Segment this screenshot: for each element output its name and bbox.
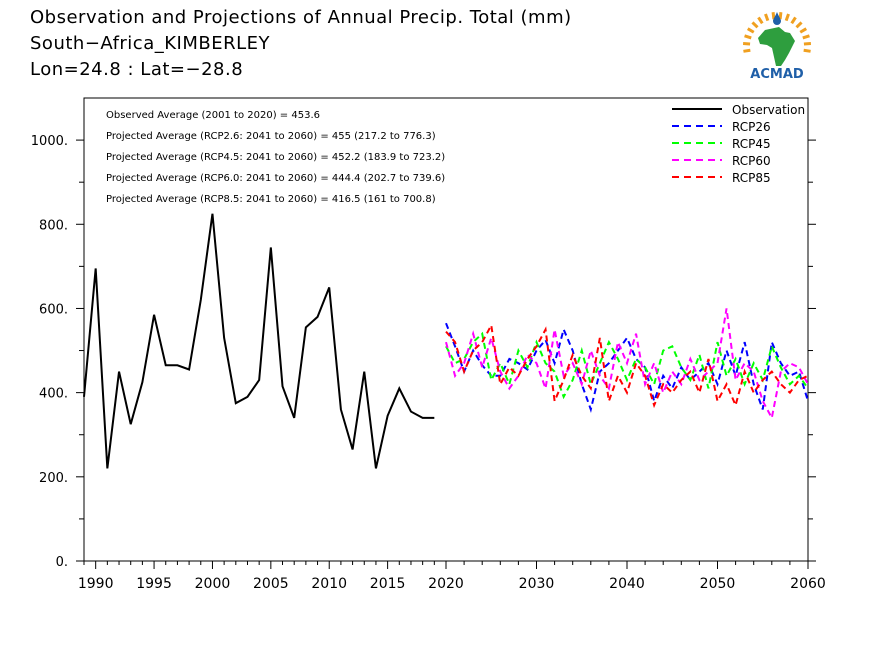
average-annotation: Projected Average (RCP8.5: 2041 to 2060)… (106, 194, 436, 205)
average-annotation: Projected Average (RCP2.6: 2041 to 2060)… (106, 131, 436, 142)
average-annotation: Projected Average (RCP6.0: 2041 to 2060)… (106, 173, 445, 184)
y-tick-label: 200. (39, 471, 68, 486)
station-name: South−Africa_KIMBERLEY (30, 33, 270, 54)
legend-label: RCP45 (732, 137, 771, 151)
rcp60-line (445, 308, 809, 421)
logo-ray (803, 48, 811, 53)
x-tick-label: 2005 (253, 576, 289, 592)
logo-ray (778, 12, 783, 20)
logo-ray (784, 13, 790, 22)
logo-ray (751, 21, 759, 29)
x-tick-label: 2020 (428, 576, 464, 592)
x-tick-label: 2015 (370, 576, 406, 592)
x-tick-label: 2040 (609, 576, 645, 592)
legend-label: RCP26 (732, 120, 771, 134)
logo-ray (746, 27, 755, 34)
station-coordinates: Lon=24.8 : Lat=−28.8 (30, 59, 244, 80)
logo-ray (771, 12, 776, 20)
chart-title: Observation and Projections of Annual Pr… (30, 7, 572, 28)
logo-ray (743, 48, 751, 53)
africa-map-logo-icon: ACMAD (742, 12, 812, 82)
logo-ray (799, 27, 808, 34)
rcp26-line (445, 322, 809, 413)
x-tick-label: 2000 (195, 576, 231, 592)
y-tick-label: 400. (39, 387, 68, 402)
legend-label: RCP85 (732, 171, 771, 185)
logo-ray (742, 42, 751, 46)
rcp45-line (445, 331, 809, 400)
average-annotation: Projected Average (RCP4.5: 2041 to 2060)… (106, 152, 445, 163)
average-annotation: Observed Average (2001 to 2020) = 453.6 (106, 110, 320, 121)
observation-line (83, 213, 435, 469)
rcp85-line (445, 322, 809, 409)
logo-ray (744, 34, 752, 40)
logo-ray (790, 16, 797, 25)
logo-ray (802, 34, 810, 40)
y-tick-label: 600. (39, 302, 68, 317)
x-tick-label: 2050 (700, 576, 736, 592)
plot-frame (83, 97, 809, 562)
x-tick-label: 2060 (790, 576, 826, 592)
acmad-logo: ACMAD (735, 8, 820, 84)
y-tick-label: 0. (56, 555, 68, 570)
legend-label: RCP60 (732, 154, 771, 168)
logo-ray (757, 16, 764, 25)
y-tick-label: 1000. (31, 134, 68, 149)
y-tick-label: 800. (39, 218, 68, 233)
logo-text: ACMAD (750, 67, 804, 82)
logo-ray (764, 13, 770, 22)
x-tick-label: 1990 (78, 576, 114, 592)
x-tick-label: 2010 (311, 576, 347, 592)
logo-ray (795, 21, 803, 29)
x-tick-label: 2030 (519, 576, 555, 592)
logo-ray (803, 42, 812, 46)
x-tick-label: 1995 (136, 576, 172, 592)
legend-label: Observation (732, 103, 805, 117)
